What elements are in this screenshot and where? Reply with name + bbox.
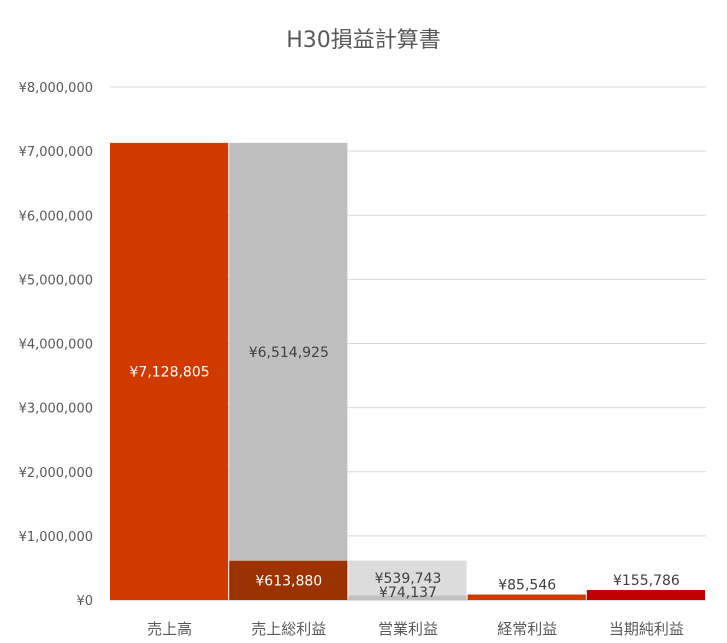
data-label: ¥539,743 [375,571,442,587]
bar-segment [229,560,348,600]
data-label: ¥613,880 [255,573,322,589]
bar-segment [586,590,705,600]
data-label: ¥6,514,925 [249,345,329,361]
y-tick-label: ¥5,000,000 [19,273,93,288]
x-category-label: 売上高 [147,620,192,638]
x-category-label: 売上総利益 [251,620,326,638]
x-category-label: 当期純利益 [609,620,684,638]
bar-segment [467,594,586,600]
y-tick-label: ¥0 [76,594,93,609]
y-tick-label: ¥3,000,000 [19,402,93,417]
data-label: ¥155,786 [613,573,680,589]
bar-segment [348,595,467,600]
bar-segment [229,142,348,561]
data-label: ¥85,546 [498,578,556,594]
x-category-label: 経常利益 [497,620,557,638]
y-tick-label: ¥4,000,000 [19,338,93,353]
data-label: ¥74,137 [379,585,437,601]
y-tick-label: ¥7,000,000 [19,145,93,160]
x-category-label: 営業利益 [378,620,438,638]
y-tick-label: ¥2,000,000 [19,466,93,481]
bar-segment [348,560,467,596]
bar-segment [110,142,229,601]
y-tick-label: ¥6,000,000 [19,209,93,224]
y-tick-label: ¥8,000,000 [19,81,93,96]
data-label: ¥7,128,805 [130,364,210,380]
y-tick-label: ¥1,000,000 [19,530,93,545]
chart-title: H30損益計算書 [286,28,441,53]
